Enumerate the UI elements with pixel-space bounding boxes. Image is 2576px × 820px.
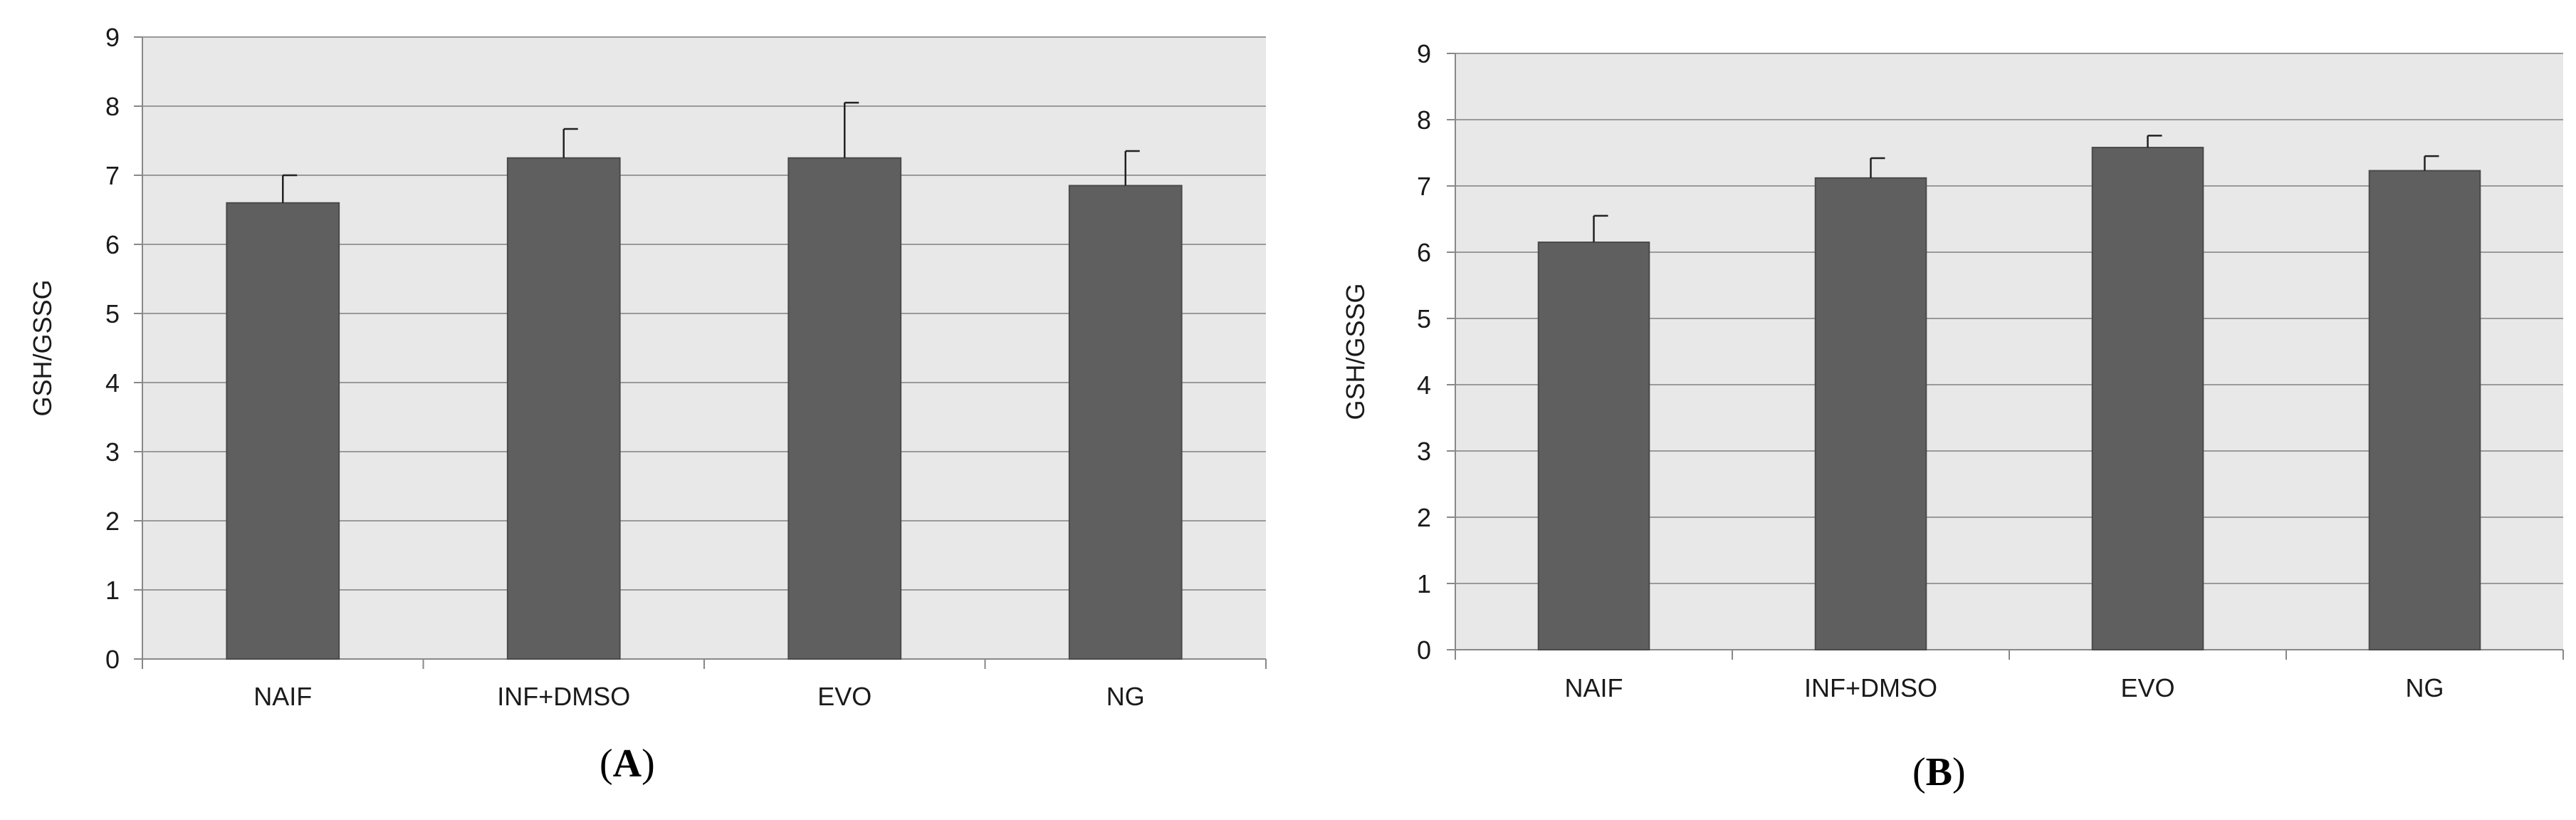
- chart-a-svg: 0 1 2 3 4 5 6 7 8 9 NAIF INF+DMSO EVO NG GSH/GSSG: [28, 23, 1267, 711]
- c1-bar-evo: [2091, 147, 2204, 650]
- c0-x-tick-label: NG: [1106, 682, 1145, 711]
- c0-x-tick-label: NAIF: [253, 682, 312, 711]
- panel-label-b: (B): [1912, 749, 1966, 795]
- c1-y-tick-label: 5: [1417, 304, 1431, 333]
- panel-label-b-close: ): [1952, 750, 1966, 794]
- c1-y-tick-label: 8: [1417, 105, 1431, 135]
- c1-y-tick-label: 1: [1417, 569, 1431, 598]
- c0-y-tick-label: 0: [105, 645, 120, 674]
- c0-bar-ng: [1068, 185, 1183, 660]
- c1-x-tick-label: EVO: [2120, 673, 2174, 702]
- c1-bar-naif: [1537, 242, 1650, 650]
- panel-label-a-letter: A: [612, 742, 642, 786]
- c0-y-tick-label: 6: [105, 230, 120, 259]
- chart-b-svg: 0 1 2 3 4 5 6 7 8 9 NAIF INF+DMSO EVO NG GSH/GSSG: [1341, 39, 2564, 702]
- panel-label-a-open: (: [600, 742, 613, 786]
- panel-label-b-open: (: [1912, 750, 1926, 794]
- c1-y-tick-label: 4: [1417, 370, 1431, 400]
- c1-y-tick-label: 3: [1417, 437, 1431, 466]
- c0-bar-evo: [787, 157, 902, 660]
- panel-label-a: (A): [600, 741, 655, 787]
- c0-bar-inf-dmso: [506, 157, 621, 660]
- c0-bar-naif: [226, 202, 340, 660]
- c0-y-tick-label: 3: [105, 437, 120, 467]
- c1-bar-inf-dmso: [1814, 177, 1927, 650]
- c1-y-tick-label: 0: [1417, 635, 1431, 665]
- c0-y-tick-label: 8: [105, 92, 120, 121]
- c0-y-tick-label: 1: [105, 576, 120, 605]
- c0-y-tick-label: 2: [105, 507, 120, 536]
- c0-y-tick-label: 5: [105, 299, 120, 328]
- c0-y-tick-label: 9: [105, 23, 120, 52]
- c1-x-tick-label: NAIF: [1564, 673, 1623, 702]
- c1-x-tick-label: NG: [2406, 673, 2444, 702]
- c1-x-tick-label: INF+DMSO: [1804, 673, 1937, 702]
- panel-label-a-close: ): [642, 742, 655, 786]
- c1-y-tick-label: 6: [1417, 238, 1431, 267]
- chart-a: 0 1 2 3 4 5 6 7 8 9 NAIF INF+DMSO EVO NG GSH/GSSG (A): [0, 0, 1282, 820]
- c1-bar-ng: [2368, 170, 2481, 651]
- c1-y-tick-label: 7: [1417, 172, 1431, 201]
- c0-x-tick-label: EVO: [817, 682, 871, 711]
- c1-y-tick-label: 9: [1417, 39, 1431, 68]
- panel-label-b-letter: B: [1925, 750, 1953, 794]
- chart-b: 0 1 2 3 4 5 6 7 8 9 NAIF INF+DMSO EVO NG GSH/GSSG (B): [1294, 0, 2576, 820]
- c0-y-axis-label: GSH/GSSG: [28, 279, 57, 416]
- c0-y-tick-label: 7: [105, 161, 120, 190]
- c1-y-tick-label: 2: [1417, 503, 1431, 532]
- c0-y-tick-label: 4: [105, 368, 120, 398]
- c0-x-tick-label: INF+DMSO: [497, 682, 630, 711]
- c1-y-axis-label: GSH/GSSG: [1341, 283, 1370, 420]
